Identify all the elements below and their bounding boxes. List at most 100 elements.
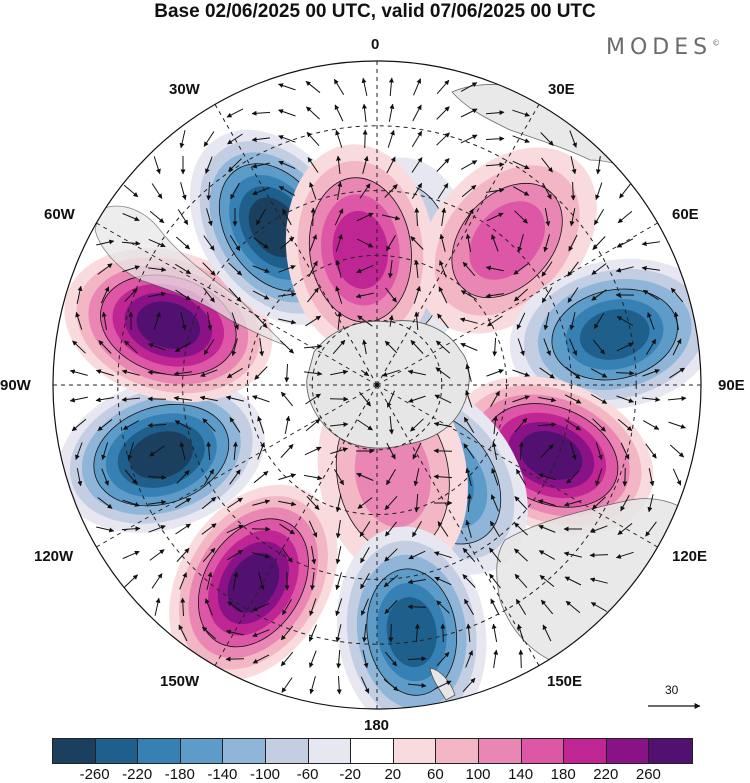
wind-arrow (149, 549, 165, 561)
wind-arrow (336, 675, 342, 695)
wind-arrow (330, 422, 349, 427)
wind-arrow (517, 623, 525, 642)
wind-arrow (490, 598, 500, 616)
colorbar-swatch (521, 739, 565, 763)
lon-label-90w: 90W (0, 377, 31, 394)
wind-arrow (203, 287, 215, 303)
wind-arrow (544, 208, 551, 227)
wind-arrow (493, 649, 499, 668)
wind-arrow (98, 340, 112, 354)
wind-arrow (175, 289, 191, 301)
wind-arrow (97, 419, 113, 431)
wind-arrow (202, 418, 216, 432)
wind-arrow (589, 552, 609, 558)
wind-arrow (279, 523, 295, 535)
wind-arrow (569, 312, 576, 331)
wind-arrow (460, 134, 478, 144)
wind-arrow (570, 181, 576, 201)
wind-arrow (537, 422, 557, 428)
lon-label-0: 0 (371, 36, 380, 53)
wind-arrow (278, 185, 296, 197)
wind-arrow (306, 106, 320, 120)
wind-arrow (147, 474, 167, 480)
wind-arrow (335, 233, 343, 252)
wind-arrow (147, 422, 167, 428)
wind-arrow (227, 549, 244, 561)
wind-arrow (252, 290, 270, 300)
meridian-line (376, 222, 658, 386)
wind-arrow (466, 623, 472, 643)
wind-arrow (252, 395, 270, 403)
wind-arrow (672, 468, 682, 486)
wind-arrow (567, 287, 579, 303)
wind-arrow (203, 131, 215, 147)
wind-arrow (593, 209, 605, 226)
wind-arrow (464, 208, 474, 226)
wind-arrow (437, 182, 449, 199)
south-america-landmass (94, 205, 286, 346)
wind-arrow (149, 210, 165, 224)
wind-arrow (620, 494, 630, 512)
wind-arrow (336, 311, 342, 331)
wind-arrow (362, 339, 367, 355)
antarctica-landmass (306, 320, 470, 449)
wind-arrow (462, 547, 476, 563)
wind-arrow (407, 369, 426, 376)
wind-arrow (460, 82, 478, 92)
wind-arrow (227, 497, 243, 509)
wind-arrow (307, 287, 319, 303)
wind-arrow (173, 371, 192, 377)
wind-arrow (307, 157, 319, 173)
colorbar-tick-label: -260 (79, 766, 110, 783)
wind-arrow (438, 286, 448, 304)
wind-arrow (308, 624, 317, 642)
wind-arrow (356, 212, 374, 222)
wind-arrow (462, 261, 476, 277)
wind-arrow (516, 312, 526, 330)
colorbar-tick-label: -60 (296, 766, 319, 783)
lon-label-180: 180 (364, 717, 390, 734)
wind-arrow (122, 499, 140, 507)
wind-arrow (121, 526, 141, 532)
wind-arrow (355, 292, 374, 299)
wind-arrow (76, 285, 83, 304)
wind-arrow (383, 574, 399, 588)
wind-arrow (512, 369, 530, 377)
wind-arrow (436, 600, 450, 614)
colorbar-swatch (138, 739, 181, 763)
wind-arrow (433, 474, 453, 480)
wind-arrow (232, 441, 238, 461)
wind-arrow (332, 339, 346, 355)
wind-arrow (433, 421, 452, 428)
wind-arrow (384, 184, 398, 198)
wind-arrow (439, 260, 447, 278)
meridian-line (376, 384, 658, 548)
wind-arrow (486, 212, 504, 222)
wind-arrow (385, 521, 397, 537)
wind-arrow (589, 577, 608, 584)
wind-arrow (437, 313, 449, 329)
wind-arrow (101, 311, 107, 330)
wind-arrow (229, 235, 241, 252)
lon-label-60w: 60W (44, 206, 75, 223)
wind-arrow (563, 500, 582, 507)
colorbar-swatch (649, 739, 692, 763)
wind-arrow (465, 363, 472, 382)
wind-arrow (619, 183, 631, 199)
wind-arrow (414, 207, 420, 227)
wind-arrow (439, 233, 446, 252)
wind-arrow (335, 494, 342, 513)
wind-arrow (460, 108, 478, 118)
wind-arrow (540, 444, 554, 458)
wind-arrow (564, 576, 582, 586)
wind-arrow (252, 629, 270, 637)
wind-arrow (335, 572, 342, 591)
wind-arrow (121, 240, 141, 246)
wind-arrow (539, 575, 555, 587)
wind-arrow (75, 442, 83, 460)
wind-arrow (121, 369, 140, 376)
wind-arrow (489, 520, 501, 538)
wind-arrow (570, 156, 577, 175)
wind-arrow (515, 598, 527, 615)
wind-arrow (595, 442, 603, 461)
